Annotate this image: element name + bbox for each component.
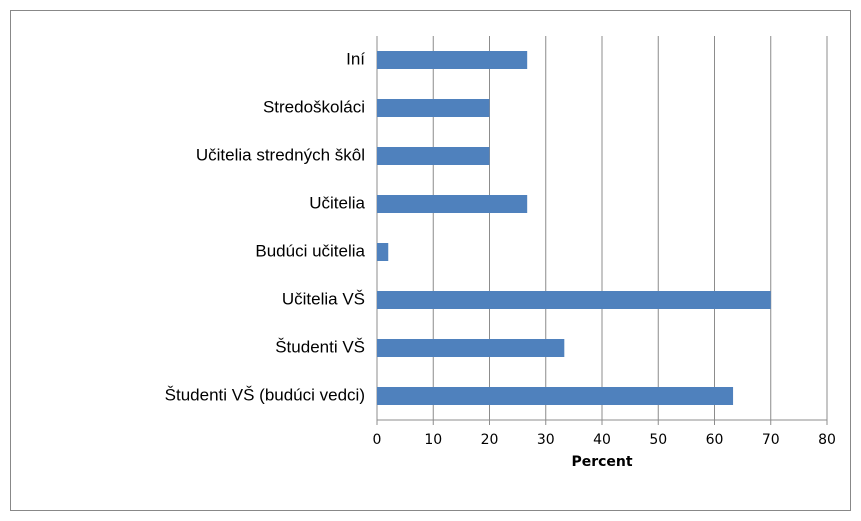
chart-border xyxy=(10,10,851,511)
bar xyxy=(377,387,734,405)
y-tick-label: Učitelia xyxy=(309,193,365,212)
bar xyxy=(377,195,528,213)
y-tick-label: Učitelia stredných škôl xyxy=(196,145,365,164)
x-tick-label: 40 xyxy=(593,432,611,448)
y-tick-label: Stredoškoláci xyxy=(263,97,365,116)
bar xyxy=(377,243,389,261)
y-tick-label: Učitelia VŠ xyxy=(282,289,365,308)
y-tick-label: Iní xyxy=(346,49,365,68)
x-tick-label: 60 xyxy=(706,432,724,448)
bar xyxy=(377,147,490,165)
x-tick-label: 70 xyxy=(762,432,780,448)
bar xyxy=(377,291,771,309)
y-tick-label: Študenti VŠ xyxy=(275,337,365,356)
x-tick-label: 0 xyxy=(373,432,382,448)
x-tick-label: 80 xyxy=(818,432,836,448)
x-tick-label: 20 xyxy=(481,432,499,448)
bar xyxy=(377,339,565,357)
x-axis-title: Percent xyxy=(571,454,632,470)
bar xyxy=(377,99,490,117)
x-tick-label: 10 xyxy=(424,432,442,448)
bar xyxy=(377,51,528,69)
x-tick-label: 50 xyxy=(649,432,667,448)
y-tick-label: Študenti VŠ (budúci vedci) xyxy=(165,385,365,404)
x-tick-label: 30 xyxy=(537,432,555,448)
y-tick-label: Budúci učitelia xyxy=(255,241,365,260)
